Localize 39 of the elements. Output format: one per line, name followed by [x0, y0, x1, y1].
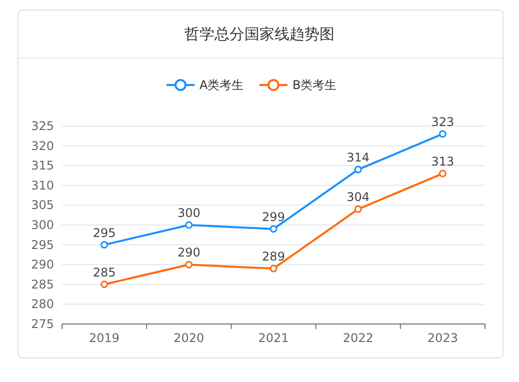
data-label: 314 — [346, 150, 370, 165]
y-tick-label: 295 — [31, 238, 54, 252]
point — [100, 241, 108, 249]
point — [438, 130, 446, 138]
data-label: 304 — [346, 190, 370, 204]
y-tick-label: 290 — [31, 258, 54, 272]
y-tick-label: 280 — [31, 297, 54, 312]
point — [354, 166, 362, 174]
point — [270, 225, 278, 233]
data-label: 323 — [431, 114, 454, 129]
point — [354, 205, 362, 213]
y-tick-label: 320 — [31, 138, 54, 153]
x-tick-label: 2023 — [427, 331, 458, 345]
y-tick-label: 315 — [31, 158, 54, 173]
y-tick-label: 305 — [31, 198, 54, 212]
x-tick-label: 2020 — [174, 331, 204, 345]
point — [185, 221, 193, 229]
point — [185, 260, 193, 268]
x-tick-label: 2021 — [258, 331, 289, 345]
point — [438, 170, 446, 178]
y-tick-label: 275 — [31, 317, 54, 331]
data-label: 289 — [262, 250, 285, 264]
point — [270, 264, 278, 272]
legend-label: A类考生 — [200, 78, 244, 92]
data-label: 295 — [92, 226, 116, 240]
legend-label: B类考生 — [292, 78, 337, 92]
point — [100, 280, 108, 288]
x-tick-label: 2019 — [89, 331, 120, 345]
y-tick-label: 325 — [31, 119, 54, 133]
y-tick-label: 300 — [31, 218, 54, 232]
data-label: 285 — [92, 265, 116, 280]
data-label: 299 — [262, 210, 285, 224]
chart-title: 哲学总分国家线趋势图 — [184, 25, 334, 43]
data-label: 290 — [177, 246, 200, 260]
y-tick-label: 285 — [31, 277, 54, 292]
data-label: 313 — [431, 154, 454, 169]
data-label: 300 — [177, 206, 200, 220]
x-tick-label: 2022 — [342, 331, 374, 345]
y-tick-label: 310 — [31, 178, 54, 192]
